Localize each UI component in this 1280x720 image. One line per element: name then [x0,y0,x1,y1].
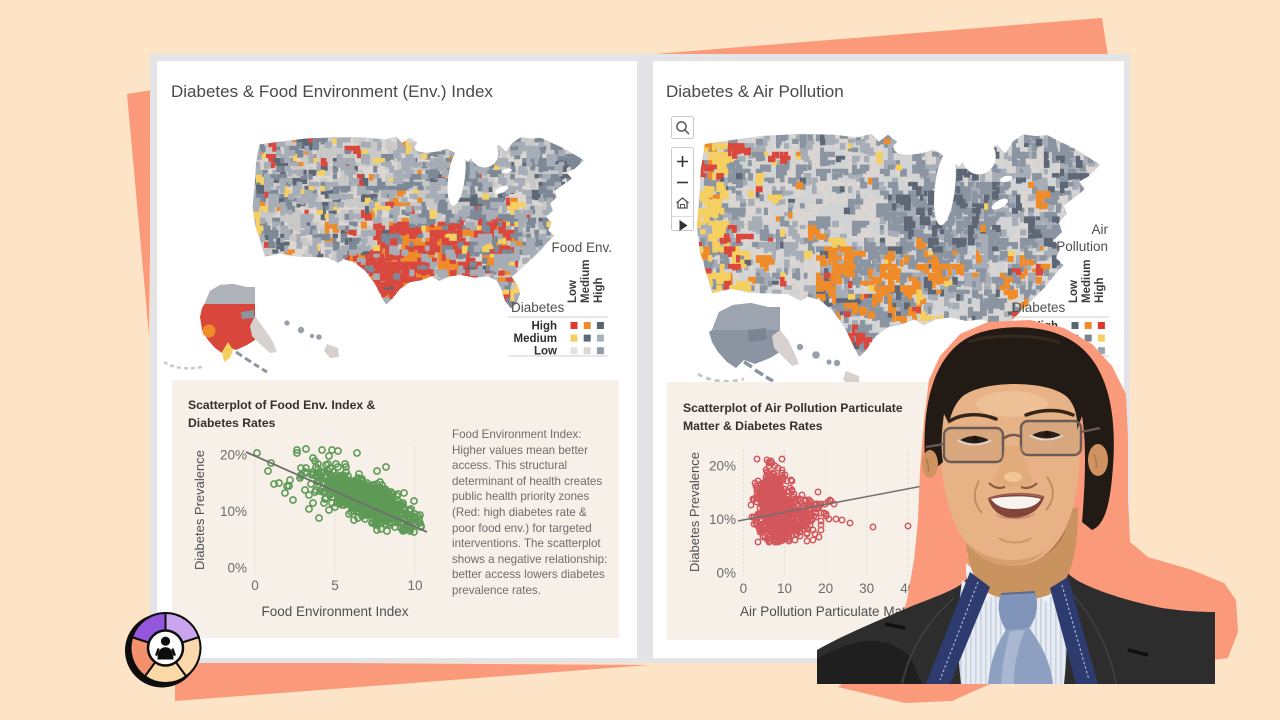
svg-text:Diabetes: Diabetes [1012,300,1066,315]
svg-text:Food Environment Index: Food Environment Index [261,604,408,619]
svg-text:Diabetes & Air Pollution: Diabetes & Air Pollution [666,82,844,101]
svg-text:Scatterplot of Air Pollution P: Scatterplot of Air Pollution Particulate [683,401,903,415]
svg-text:5: 5 [331,578,339,593]
svg-text:High: High [593,277,605,303]
svg-text:High: High [1094,277,1106,303]
svg-text:0: 0 [251,578,259,593]
svg-text:30: 30 [859,581,874,596]
svg-text:shows a negative relationship:: shows a negative relationship: [452,553,607,566]
svg-text:poor food env.) for targeted: poor food env.) for targeted [452,522,592,535]
svg-text:Diabetes & Food Environment (E: Diabetes & Food Environment (Env.) Index [171,82,493,101]
svg-text:10%: 10% [709,512,736,527]
svg-text:0%: 0% [716,566,736,581]
svg-text:Medium: Medium [514,333,557,345]
svg-text:Diabetes: Diabetes [511,300,565,315]
svg-text:better access lowers diabetes: better access lowers diabetes [452,568,605,581]
svg-text:determinant of health creates: determinant of health creates [452,475,602,488]
svg-text:Diabetes Prevalence: Diabetes Prevalence [687,452,702,572]
svg-text:Food Env.: Food Env. [551,240,612,255]
svg-text:Matter & Diabetes Rates: Matter & Diabetes Rates [683,419,823,433]
svg-text:High: High [531,321,557,333]
svg-text:Medium: Medium [580,260,592,303]
svg-text:(Red: high diabetes rate &: (Red: high diabetes rate & [452,506,587,519]
svg-text:Air: Air [1092,222,1109,237]
svg-text:Medium: Medium [1081,260,1093,303]
svg-text:10%: 10% [220,504,247,519]
svg-text:interventions. The scatterplot: interventions. The scatterplot [452,537,601,550]
svg-text:Low: Low [534,346,557,358]
svg-text:prevalence rates.: prevalence rates. [452,584,541,597]
svg-text:access. This structural: access. This structural [452,459,567,472]
svg-text:public health priority zones: public health priority zones [452,490,589,503]
svg-text:Scatterplot of Food Env. Index: Scatterplot of Food Env. Index & [188,398,376,412]
svg-text:0: 0 [740,581,748,596]
svg-text:Pollution: Pollution [1056,239,1108,254]
svg-text:Higher values mean better: Higher values mean better [452,444,588,457]
svg-text:10: 10 [777,581,792,596]
svg-text:Low: Low [567,280,579,303]
svg-text:10: 10 [407,578,422,593]
svg-text:0%: 0% [227,561,247,576]
svg-text:20%: 20% [709,459,736,474]
svg-text:20: 20 [818,581,833,596]
svg-text:Diabetes Prevalence: Diabetes Prevalence [192,450,207,570]
svg-text:Diabetes Rates: Diabetes Rates [188,416,276,430]
svg-text:Low: Low [1068,280,1080,303]
svg-text:Food Environment Index:: Food Environment Index: [452,428,582,441]
svg-text:20%: 20% [220,448,247,463]
